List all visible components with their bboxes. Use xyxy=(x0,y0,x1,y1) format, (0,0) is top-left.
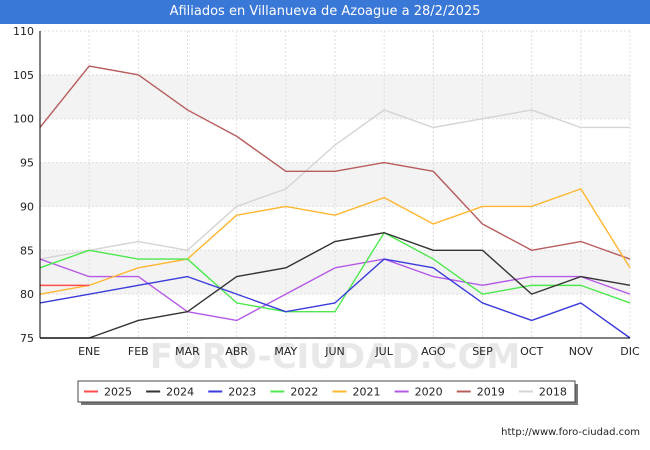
y-tick-label: 100 xyxy=(13,113,34,126)
x-tick-label: FEB xyxy=(128,345,149,358)
y-tick-label: 105 xyxy=(13,69,34,82)
legend-label-2020: 2020 xyxy=(415,386,443,399)
chart-title: Afiliados en Villanueva de Azoague a 28/… xyxy=(0,0,650,24)
series-line-2018 xyxy=(39,109,630,260)
legend-label-2019: 2019 xyxy=(477,386,505,399)
legend: 2025 2024 2023 2022 2021 2020 2019 2018 xyxy=(77,380,578,405)
x-tick-label: OCT xyxy=(520,345,543,358)
series-line-2024 xyxy=(40,232,631,339)
legend-label-2022: 2022 xyxy=(290,386,318,399)
series-line-2022 xyxy=(39,232,631,313)
legend-label-2021: 2021 xyxy=(353,386,381,399)
x-axis-ticks: ENE FEB MAR ABR MAY JUN JUL AGO SEP OCT NOV DIC xyxy=(78,345,640,358)
legend-label-2024: 2024 xyxy=(166,386,194,399)
x-tick-label: MAY xyxy=(274,345,297,358)
y-tick-label: 80 xyxy=(20,288,34,301)
series-line-2020 xyxy=(39,258,631,322)
legend-label-2025: 2025 xyxy=(104,386,132,399)
y-tick-label: 95 xyxy=(20,157,34,170)
x-tick-label: NOV xyxy=(569,345,594,358)
y-tick-label: 75 xyxy=(20,332,34,345)
x-tick-label: SEP xyxy=(472,345,493,358)
series-line-2019 xyxy=(39,65,631,260)
watermark: FORO-CIUDAD.COM xyxy=(150,337,521,377)
axes xyxy=(39,31,630,339)
x-tick-label: MAR xyxy=(175,345,200,358)
x-tick-label: JUN xyxy=(324,345,345,358)
legend-box xyxy=(77,380,576,403)
footer-url: http://www.foro-ciudad.com xyxy=(501,427,640,438)
legend-label-2018: 2018 xyxy=(539,386,567,399)
y-axis-ticks: 75 80 85 90 95 100 105 110 xyxy=(13,25,34,345)
x-tick-label: AGO xyxy=(421,345,446,358)
y-tick-label: 110 xyxy=(13,25,34,38)
y-tick-label: 85 xyxy=(20,244,34,257)
grid-lines xyxy=(40,30,631,339)
x-tick-label: ABR xyxy=(225,345,248,358)
series-line-2021 xyxy=(39,188,631,295)
x-tick-label: DIC xyxy=(620,345,640,358)
x-tick-label: ENE xyxy=(78,345,100,358)
legend-label-2023: 2023 xyxy=(228,386,256,399)
y-tick-label: 90 xyxy=(20,200,34,213)
series-line-2023 xyxy=(39,258,631,339)
x-tick-label: JUL xyxy=(374,345,393,358)
series-layer xyxy=(39,65,631,339)
